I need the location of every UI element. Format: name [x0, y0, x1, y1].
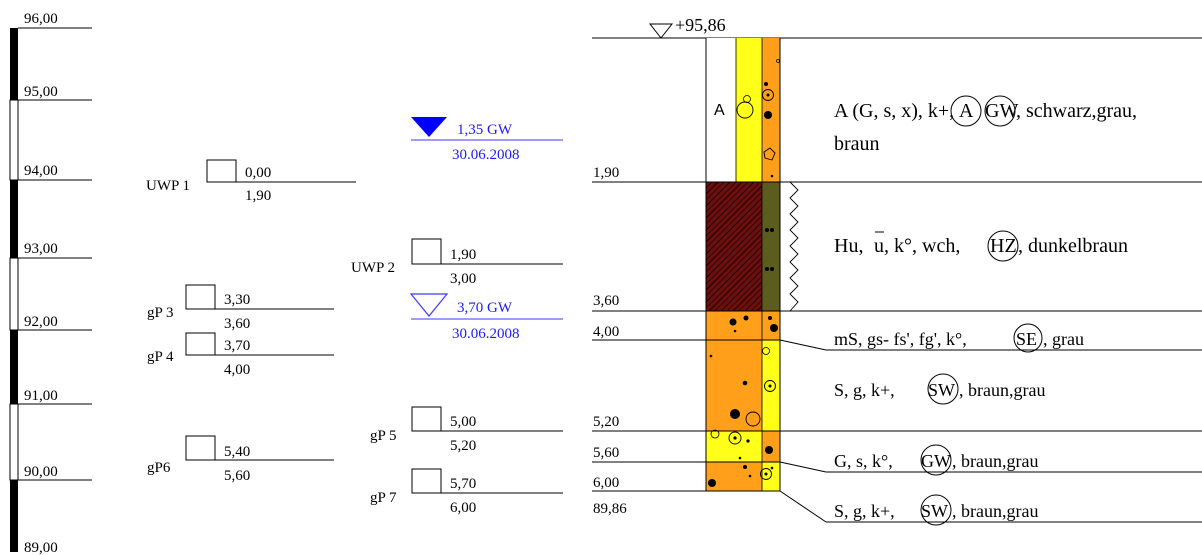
scale-label: 89,00: [24, 540, 58, 555]
layer-text: S, g, k+,: [834, 501, 895, 521]
layer-class: SW: [928, 380, 955, 400]
sample-box: [411, 238, 442, 265]
layer-text: braun: [834, 133, 880, 155]
sample-bottom-depth: 3,00: [450, 271, 476, 287]
sample-top-depth: 5,70: [450, 476, 476, 492]
scale-label: 96,00: [24, 11, 58, 27]
borehole-column: A: [705, 38, 1202, 492]
sample-name: UWP 1: [146, 178, 190, 194]
depth-label: 6,00: [593, 475, 619, 491]
layer-description-4: S, g, k+, SW , braun,grau: [834, 373, 1045, 405]
layer-text: Hu,: [834, 235, 863, 257]
groundwater-date: 30.06.2008: [452, 147, 520, 163]
scale-label: 94,00: [24, 163, 58, 179]
scale-label: 92,00: [24, 314, 58, 330]
sample-bottom-depth: 6,00: [450, 500, 476, 516]
sample-box: [185, 284, 216, 310]
layer-text: S, g, k+,: [834, 380, 895, 400]
layer-text: , braun,grau: [952, 451, 1038, 471]
layer-text: , schwarz,grau,: [1016, 100, 1137, 122]
sample-gp4: gP 4 3,70 4,00: [147, 332, 334, 378]
layer-class: GW: [985, 100, 1018, 122]
sample-name: gP 4: [147, 349, 174, 365]
sample-name: gP 3: [147, 305, 174, 321]
sample-name: UWP 2: [351, 260, 395, 276]
groundwater-date: 30.06.2008: [452, 326, 520, 342]
groundwater-value: 3,70 GW: [457, 300, 513, 316]
groundwater-1: 1,35 GW 30.06.2008: [411, 117, 563, 163]
scale-label: 95,00: [24, 84, 58, 100]
layer-description-3: mS, gs- fs', fg', k°, SE , grau: [834, 323, 1084, 353]
groundwater-2: 3,70 GW 30.06.2008: [409, 293, 563, 342]
layer-text: , dunkelbraun: [1018, 235, 1128, 257]
groundwater-value: 1,35 GW: [457, 122, 513, 138]
sample-uwp1: UWP 1 0,00 1,90: [146, 159, 356, 204]
sample-top-depth: 5,00: [450, 414, 476, 430]
layer-class: A: [959, 100, 974, 122]
sample-name: gP6: [147, 460, 171, 476]
layer-text: G, s, k°,: [834, 451, 893, 471]
depth-label: 3,60: [593, 293, 619, 309]
layer-text: , braun,grau: [952, 501, 1038, 521]
svg-text:A (G, s, x), k+,: A (G, s, x), k+,: [834, 100, 954, 122]
profile-header: +95,86: [592, 15, 1202, 39]
layer-text: A (G, s, x), k+,: [834, 100, 954, 122]
layer-description-1: A (G, s, x), k+, A GW , schwarz,grau, br…: [834, 95, 1137, 155]
layer-description-6: S, g, k+, SW , braun,grau: [834, 494, 1038, 526]
scale-label: 93,00: [24, 241, 58, 257]
layer-text: mS, gs- fs', fg', k°,: [834, 329, 967, 349]
layer-text: , braun,grau: [959, 380, 1045, 400]
layer-class: HZ: [990, 235, 1017, 257]
ground-level-triangle-icon: [648, 23, 674, 39]
sample-gp6: gP6 5,40 5,60: [147, 435, 334, 484]
sample-gp3: gP 3 3,30 3,60: [147, 284, 334, 332]
sample-name: gP 7: [370, 490, 397, 506]
depth-markers: 1,90 3,60 4,00 5,20 5,60 6,00 89,86: [592, 165, 706, 517]
layer-class: SW: [921, 501, 948, 521]
layer-class: GW: [921, 451, 951, 471]
sample-box: [185, 435, 216, 461]
sample-top-depth: 0,00: [245, 165, 271, 181]
layer-text: u: [874, 235, 884, 257]
leader-lines: [779, 339, 1202, 523]
sample-box: [185, 332, 216, 356]
layer-text: , k°, wch,: [884, 235, 960, 257]
scale-label: 91,00: [24, 388, 58, 404]
sample-bottom-depth: 3,60: [224, 316, 250, 332]
sample-bottom-depth: 4,00: [224, 362, 250, 378]
sample-bottom-depth: 1,90: [245, 188, 271, 204]
layer-description-5: G, s, k°, GW , braun,grau: [834, 444, 1038, 476]
layer-text: , grau: [1043, 329, 1084, 349]
sample-top-depth: 5,40: [224, 444, 250, 460]
sample-gp5: gP 5 5,00 5,20: [370, 406, 563, 454]
sample-top-depth: 3,70: [224, 338, 250, 354]
depth-label: 4,00: [593, 324, 619, 340]
sample-gp7: gP 7 5,70 6,00: [370, 468, 563, 516]
sample-top-depth: 3,30: [224, 292, 250, 308]
sample-box: [411, 406, 442, 432]
wavy-line: [789, 181, 799, 312]
bottom-elevation: 89,86: [593, 501, 627, 517]
depth-label: 1,90: [593, 165, 619, 181]
sample-top-depth: 1,90: [450, 247, 476, 263]
groundwater-triangle-filled-icon: [411, 117, 447, 137]
scale-label: 90,00: [24, 464, 58, 480]
layer-class: SE: [1016, 329, 1037, 349]
sample-bottom-depth: 5,60: [224, 468, 250, 484]
sample-box: [411, 468, 442, 494]
sample-box: [206, 159, 237, 183]
depth-label: 5,20: [593, 414, 619, 430]
fill-label: A: [714, 102, 725, 119]
top-elevation: +95,86: [675, 15, 726, 35]
sample-bottom-depth: 5,20: [450, 438, 476, 454]
depth-label: 5,60: [593, 445, 619, 461]
layer-description-2: Hu, u , k°, wch, HZ , dunkelbraun: [834, 230, 1128, 262]
sample-name: gP 5: [370, 428, 397, 444]
groundwater-triangle-outline-icon: [409, 293, 449, 317]
sample-uwp2: UWP 2 1,90 3,00: [351, 238, 563, 287]
elevation-scale: 96,00 95,00 94,00 93,00 92,00 91,00 90,0…: [9, 11, 92, 555]
